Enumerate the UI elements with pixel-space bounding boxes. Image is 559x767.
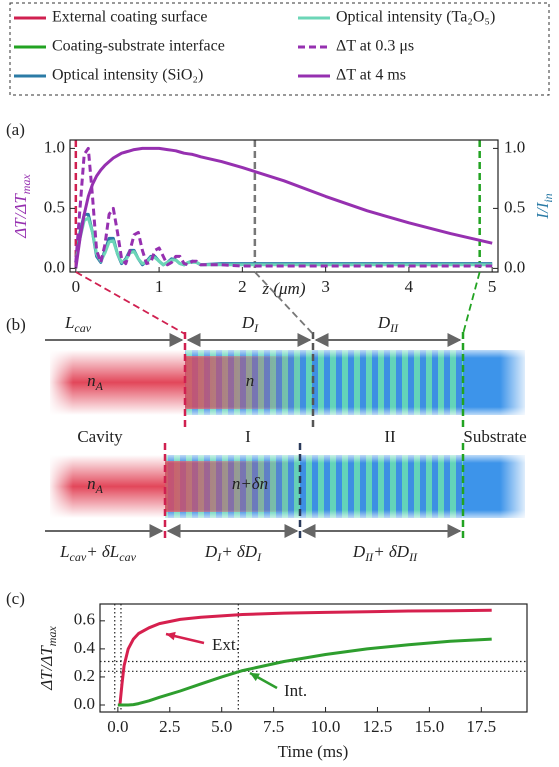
panel-label: (b) <box>6 315 26 334</box>
y-axis-title: ΔT/ΔTmax <box>11 174 33 239</box>
y2-tick-label: 1.0 <box>504 137 525 156</box>
x-tick-label: 3 <box>321 277 330 296</box>
region-label: II <box>384 427 396 446</box>
text-subscript: II <box>408 550 418 564</box>
text-subscript: in <box>541 193 555 202</box>
text-part: n <box>87 371 96 390</box>
x-tick-label: 5 <box>488 277 497 296</box>
text-part: L <box>59 542 69 561</box>
fade <box>48 451 73 522</box>
text-part: D <box>377 313 391 332</box>
fade <box>48 346 73 419</box>
legend-label: ΔT at 4 ms <box>336 67 406 84</box>
panel-label: (c) <box>6 589 25 608</box>
fade <box>185 407 530 419</box>
text-part: + δD <box>373 542 410 561</box>
text-subscript: II <box>389 321 399 335</box>
text-subscript: A <box>95 379 104 393</box>
x-tick-label: 15.0 <box>415 717 445 736</box>
region-label: Cavity <box>77 427 123 446</box>
text-part: + δD <box>221 542 258 561</box>
fade <box>185 346 530 358</box>
x-tick-label: 5.0 <box>211 717 232 736</box>
y-axis-title: ΔT/ΔTmax <box>37 626 59 691</box>
legend-label: Optical intensity (Ta₂O₅) <box>336 9 495 26</box>
text-part: ΔT/ΔT <box>37 645 56 691</box>
text-subscript: A <box>95 482 104 496</box>
x-tick-label: 7.5 <box>263 717 284 736</box>
connector <box>463 272 480 334</box>
y2-tick-label: 0.5 <box>504 197 525 216</box>
dimension-label: DII+ δDII <box>352 542 418 564</box>
dimension-label: DII <box>377 313 399 335</box>
text-part: n <box>87 474 96 493</box>
medium-label: n+δn <box>232 474 268 493</box>
text-part: D <box>241 313 255 332</box>
series-line <box>76 148 492 266</box>
series-line <box>76 218 492 265</box>
y-tick-label: 0.0 <box>44 257 65 276</box>
connector <box>76 272 185 334</box>
x-tick-label: 1 <box>155 277 164 296</box>
figure: (a) (b) (c) z (μm) ΔT/ΔTmax I/Iin <box>0 0 559 767</box>
text-subscript: cav <box>70 550 87 564</box>
y2-tick-label: 0.0 <box>504 257 525 276</box>
y2-axis-title: I/Iin <box>533 193 555 219</box>
x-tick-label: 10.0 <box>311 717 341 736</box>
legend-label: Optical intensity (SiO₂) <box>52 67 203 84</box>
y-tick-label: 0.4 <box>74 638 96 657</box>
series-line <box>76 148 492 268</box>
dimension-label: DI+ δDI <box>204 542 262 564</box>
legend-label: Coating-substrate interface <box>52 38 225 55</box>
text-subscript: cav <box>119 550 136 564</box>
fade <box>500 451 530 522</box>
fade <box>500 346 530 419</box>
text-subscript: cav <box>74 321 91 335</box>
text-subscript: I <box>253 321 259 335</box>
annotation: Ext. <box>212 635 240 654</box>
fade <box>165 451 530 463</box>
region-label: I <box>245 427 251 446</box>
y-tick-label: 0.0 <box>74 694 95 713</box>
text-subscript: max <box>19 174 33 195</box>
x-tick-label: 2.5 <box>159 717 180 736</box>
y-tick-label: 0.6 <box>74 610 95 629</box>
dimension-label: Lcav <box>64 313 92 335</box>
y-tick-label: 0.2 <box>74 666 95 685</box>
text-subscript: I <box>256 550 262 564</box>
text-subscript: max <box>45 626 59 647</box>
y-tick-label: 1.0 <box>44 137 65 156</box>
text-part: D <box>204 542 218 561</box>
diagram: Lcav DI DII nA n Cavity I II Substrate n… <box>45 313 530 564</box>
x-tick-label: 12.5 <box>363 717 393 736</box>
text-part: I/I <box>533 201 552 219</box>
x-tick-label: 0 <box>72 277 81 296</box>
fade <box>165 510 530 522</box>
text-part: L <box>64 313 74 332</box>
dimension-label: Lcav+ δLcav <box>59 542 137 564</box>
x-axis-title: Time (ms) <box>278 742 349 761</box>
x-tick-label: 17.5 <box>466 717 496 736</box>
y-tick-label: 0.5 <box>44 197 65 216</box>
dimension-label: DI <box>241 313 259 335</box>
text-part: ΔT/ΔT <box>11 193 30 239</box>
x-axis-title: z (μm) <box>262 279 306 298</box>
region-label: Substrate <box>463 427 526 446</box>
legend-label: ΔT at 0.3 μs <box>336 38 414 55</box>
x-tick-label: 2 <box>238 277 247 296</box>
legend-label: External coating surface <box>52 9 207 26</box>
text-part: + δL <box>86 542 119 561</box>
annotation: Int. <box>284 681 307 700</box>
x-tick-label: 4 <box>405 277 414 296</box>
medium-label: n <box>246 371 255 390</box>
panel-label: (a) <box>6 120 25 139</box>
x-tick-label: 0.0 <box>107 717 128 736</box>
text-part: D <box>352 542 366 561</box>
